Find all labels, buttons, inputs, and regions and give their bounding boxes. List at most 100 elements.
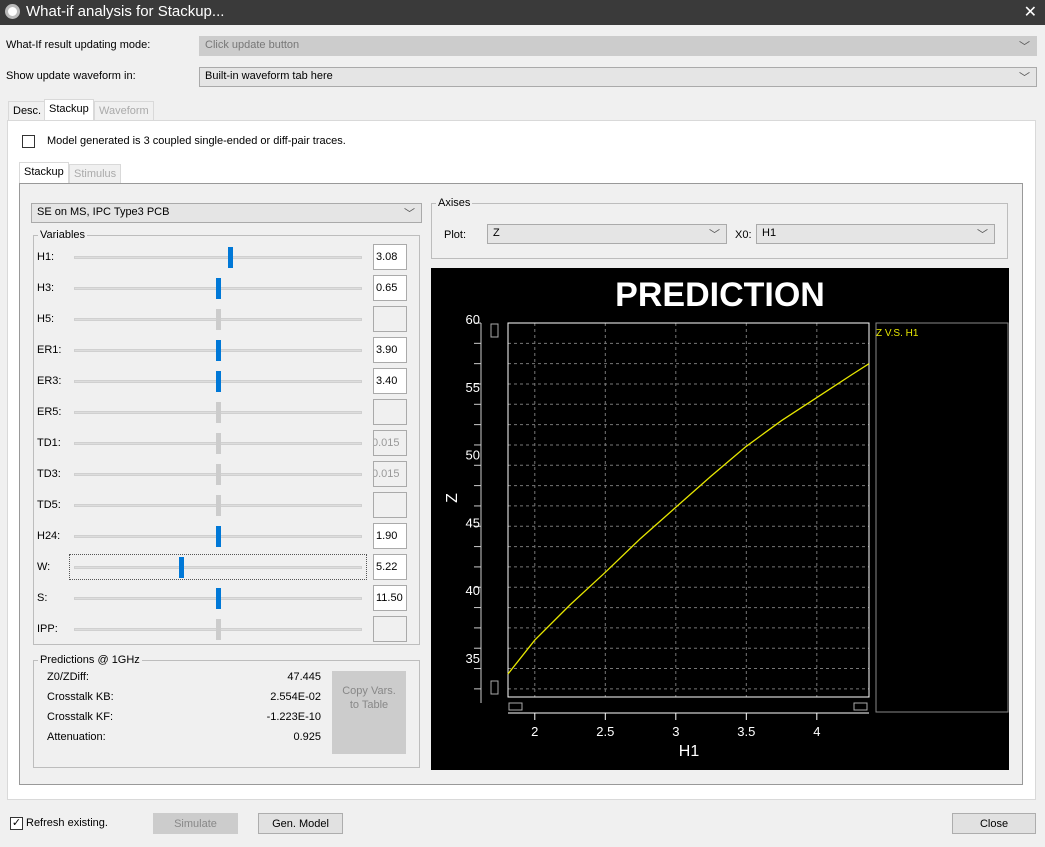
x0-value: H1	[762, 227, 777, 239]
stackup-type-value: SE on MS, IPC Type3 PCB	[37, 206, 170, 218]
show-label: Show update waveform in:	[6, 70, 136, 82]
variable-label: H3:	[37, 282, 55, 294]
prediction-value: 0.925	[293, 731, 321, 743]
variable-slider-thumb[interactable]	[216, 433, 221, 454]
app-logo-icon	[5, 4, 20, 19]
close-button[interactable]: Close	[952, 813, 1036, 834]
variable-slider-thumb[interactable]	[216, 464, 221, 485]
variable-label: W:	[37, 561, 51, 573]
title-bar: What-if analysis for Stackup... ✕	[0, 0, 1045, 25]
variable-slider-track[interactable]	[74, 566, 362, 569]
x-tick-label: 2.5	[596, 724, 614, 739]
variable-slider-thumb[interactable]	[216, 588, 221, 609]
plot-label: Plot:	[444, 229, 467, 241]
variable-label: ER5:	[37, 406, 62, 418]
tab-waveform[interactable]: Waveform	[94, 101, 154, 121]
legend-entry: Z V.S. H1	[876, 328, 919, 339]
plot-select[interactable]: Z ﹀	[487, 224, 727, 244]
x0-select[interactable]: H1 ﹀	[756, 224, 995, 244]
x-scroll-right-button[interactable]	[853, 702, 868, 711]
x-scroll-left-button[interactable]	[508, 702, 523, 711]
variable-slider-thumb[interactable]	[227, 247, 233, 268]
y-tick-label: 35	[466, 651, 480, 666]
variable-value-input[interactable]: 5.22	[373, 554, 407, 580]
y-tick-label: 40	[466, 583, 480, 598]
chevron-down-icon: ﹀	[1019, 41, 1030, 53]
x-axis-label: H1	[679, 743, 700, 760]
y-tick-label: 45	[466, 515, 480, 530]
variable-label: H24:	[37, 530, 61, 542]
plot-value: Z	[493, 227, 500, 239]
prediction-label: Crosstalk KB:	[47, 691, 114, 703]
variable-label: H1:	[37, 251, 55, 263]
prediction-label: Attenuation:	[47, 731, 106, 743]
copy-vars-button[interactable]: Copy Vars. to Table	[332, 671, 406, 754]
subtab-stimulus[interactable]: Stimulus	[69, 164, 122, 184]
variable-label: H5:	[37, 313, 55, 325]
variable-slider-thumb[interactable]	[178, 557, 184, 578]
chevron-down-icon: ﹀	[977, 229, 988, 241]
legend-box	[875, 322, 1009, 713]
focus-rect	[69, 554, 367, 580]
variable-slider-thumb[interactable]	[216, 619, 221, 640]
gen-model-button[interactable]: Gen. Model	[258, 813, 343, 834]
variables-title: Variables	[38, 229, 88, 241]
variable-value-input[interactable]: 3.90	[373, 337, 407, 363]
stackup-type-select[interactable]: SE on MS, IPC Type3 PCB ﹀	[31, 203, 422, 223]
variables-group: Variables	[33, 229, 420, 645]
variable-label: S:	[37, 592, 48, 604]
variable-slider-thumb[interactable]	[216, 309, 221, 330]
model-checkbox[interactable]	[22, 135, 35, 148]
simulate-button[interactable]: Simulate	[153, 813, 238, 834]
y-tick-label: 60	[466, 312, 480, 327]
tab-stackup[interactable]: Stackup	[44, 99, 94, 121]
series-line	[507, 363, 870, 675]
axises-title: Axises	[436, 197, 473, 209]
prediction-value: 47.445	[287, 671, 321, 683]
variable-label: ER3:	[37, 375, 62, 387]
variable-value-input[interactable]: 11.50	[373, 585, 407, 611]
refresh-label: Refresh existing.	[26, 817, 108, 829]
variable-value-input[interactable]	[373, 616, 407, 642]
x-tick-label: 3	[672, 724, 679, 739]
variable-slider-thumb[interactable]	[216, 495, 221, 516]
variable-slider-thumb[interactable]	[216, 526, 221, 547]
variable-value-input[interactable]: 0.65	[373, 275, 407, 301]
variable-value-input[interactable]: 0.015	[373, 461, 407, 487]
y-scroll-down-button[interactable]	[490, 680, 499, 695]
axises-group: Axises	[431, 197, 1008, 259]
variable-value-input[interactable]	[373, 306, 407, 332]
close-icon[interactable]: ✕	[1023, 4, 1037, 21]
show-select[interactable]: Built-in waveform tab here ﹀	[199, 67, 1037, 87]
subtab-stackup[interactable]: Stackup	[19, 162, 69, 184]
chevron-down-icon: ﹀	[404, 208, 415, 220]
variable-value-input[interactable]: 3.08	[373, 244, 407, 270]
variable-label: TD3:	[37, 468, 61, 480]
variable-slider-thumb[interactable]	[216, 402, 221, 423]
variable-slider-thumb[interactable]	[216, 340, 221, 361]
variable-value-input[interactable]: 1.90	[373, 523, 407, 549]
refresh-checkbox[interactable]: ✓	[10, 817, 23, 830]
variable-slider-thumb[interactable]	[216, 278, 221, 299]
prediction-value: 2.554E-02	[270, 691, 321, 703]
x-tick-label: 4	[813, 724, 820, 739]
y-axis-label: Z	[444, 493, 461, 503]
variable-value-input[interactable]	[373, 399, 407, 425]
variable-label: TD1:	[37, 437, 61, 449]
x-tick-label: 3.5	[737, 724, 755, 739]
variable-slider-thumb[interactable]	[216, 371, 221, 392]
plot-frame	[507, 322, 870, 698]
x0-label: X0:	[735, 229, 752, 241]
mode-select[interactable]: Click update button ﹀	[199, 36, 1037, 56]
tab-desc[interactable]: Desc.	[8, 101, 47, 121]
variable-value-input[interactable]: 0.015	[373, 430, 407, 456]
variable-value-input[interactable]	[373, 492, 407, 518]
variable-value-input[interactable]: 3.40	[373, 368, 407, 394]
variable-slider-track[interactable]	[74, 256, 362, 259]
chevron-down-icon: ﹀	[1019, 72, 1030, 84]
y-scroll-up-button[interactable]	[490, 323, 499, 338]
x-tick-label: 2	[531, 724, 538, 739]
mode-label: What-If result updating mode:	[6, 39, 151, 51]
y-tick-label: 50	[466, 448, 480, 463]
predictions-group: Predictions @ 1GHz	[33, 654, 420, 768]
